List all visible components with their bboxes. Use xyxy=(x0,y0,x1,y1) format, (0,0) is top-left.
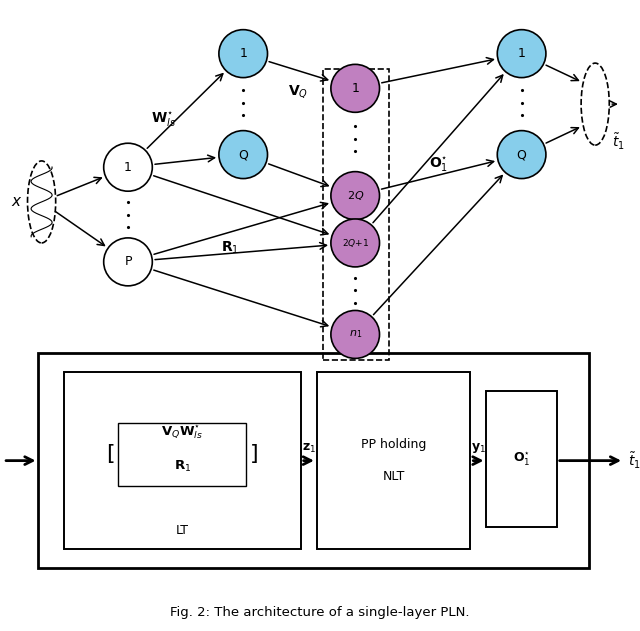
Text: Fig. 2: The architecture of a single-layer PLN.: Fig. 2: The architecture of a single-lay… xyxy=(170,606,470,618)
Text: $\mathbf{W}^{\star}_{ls}$: $\mathbf{W}^{\star}_{ls}$ xyxy=(150,110,176,129)
Circle shape xyxy=(219,131,268,179)
Circle shape xyxy=(331,310,380,358)
Text: $\mathbf{V}_Q\mathbf{W}^{\star}_{ls}$: $\mathbf{V}_Q\mathbf{W}^{\star}_{ls}$ xyxy=(161,423,204,441)
Text: 1: 1 xyxy=(518,47,525,60)
Text: ]: ] xyxy=(250,444,259,464)
Bar xyxy=(323,69,389,360)
Text: $\mathbf{V}_Q$: $\mathbf{V}_Q$ xyxy=(287,83,308,100)
Text: NLT: NLT xyxy=(383,470,404,483)
Bar xyxy=(38,353,589,568)
Text: 1: 1 xyxy=(124,161,132,174)
Text: $\mathbf{y}_1$: $\mathbf{y}_1$ xyxy=(471,441,486,455)
Bar xyxy=(317,372,470,549)
Text: [: [ xyxy=(106,444,115,464)
Circle shape xyxy=(331,172,380,220)
Text: Q: Q xyxy=(516,148,527,161)
Circle shape xyxy=(104,143,152,191)
Text: Q: Q xyxy=(238,148,248,161)
Circle shape xyxy=(104,238,152,286)
Text: $2Q$: $2Q$ xyxy=(346,189,364,202)
Text: 1: 1 xyxy=(351,82,359,95)
Circle shape xyxy=(331,64,380,112)
Text: LT: LT xyxy=(176,524,189,536)
Text: x: x xyxy=(12,194,20,209)
Text: $\mathbf{R}_1$: $\mathbf{R}_1$ xyxy=(173,459,191,475)
Circle shape xyxy=(219,30,268,78)
Text: $\mathbf{R}_1$: $\mathbf{R}_1$ xyxy=(221,240,239,256)
Circle shape xyxy=(497,30,546,78)
Text: $2Q{+}1$: $2Q{+}1$ xyxy=(342,237,369,249)
Text: $\tilde{t}_1$: $\tilde{t}_1$ xyxy=(628,451,640,471)
Text: $\mathbf{O}^{\star}_1$: $\mathbf{O}^{\star}_1$ xyxy=(513,451,531,468)
Circle shape xyxy=(331,219,380,267)
Bar xyxy=(118,423,246,486)
Bar xyxy=(64,372,301,549)
Text: PP holding: PP holding xyxy=(361,439,426,451)
Text: $n_1$: $n_1$ xyxy=(349,329,362,340)
Text: $\mathbf{O}^{\star}_1$: $\mathbf{O}^{\star}_1$ xyxy=(429,155,448,174)
Circle shape xyxy=(497,131,546,179)
Text: $\mathbf{z}_1$: $\mathbf{z}_1$ xyxy=(301,442,316,454)
Bar xyxy=(486,391,557,527)
Text: 1: 1 xyxy=(239,47,247,60)
Text: $\tilde{t}_1$: $\tilde{t}_1$ xyxy=(612,132,625,152)
Text: P: P xyxy=(124,256,132,268)
